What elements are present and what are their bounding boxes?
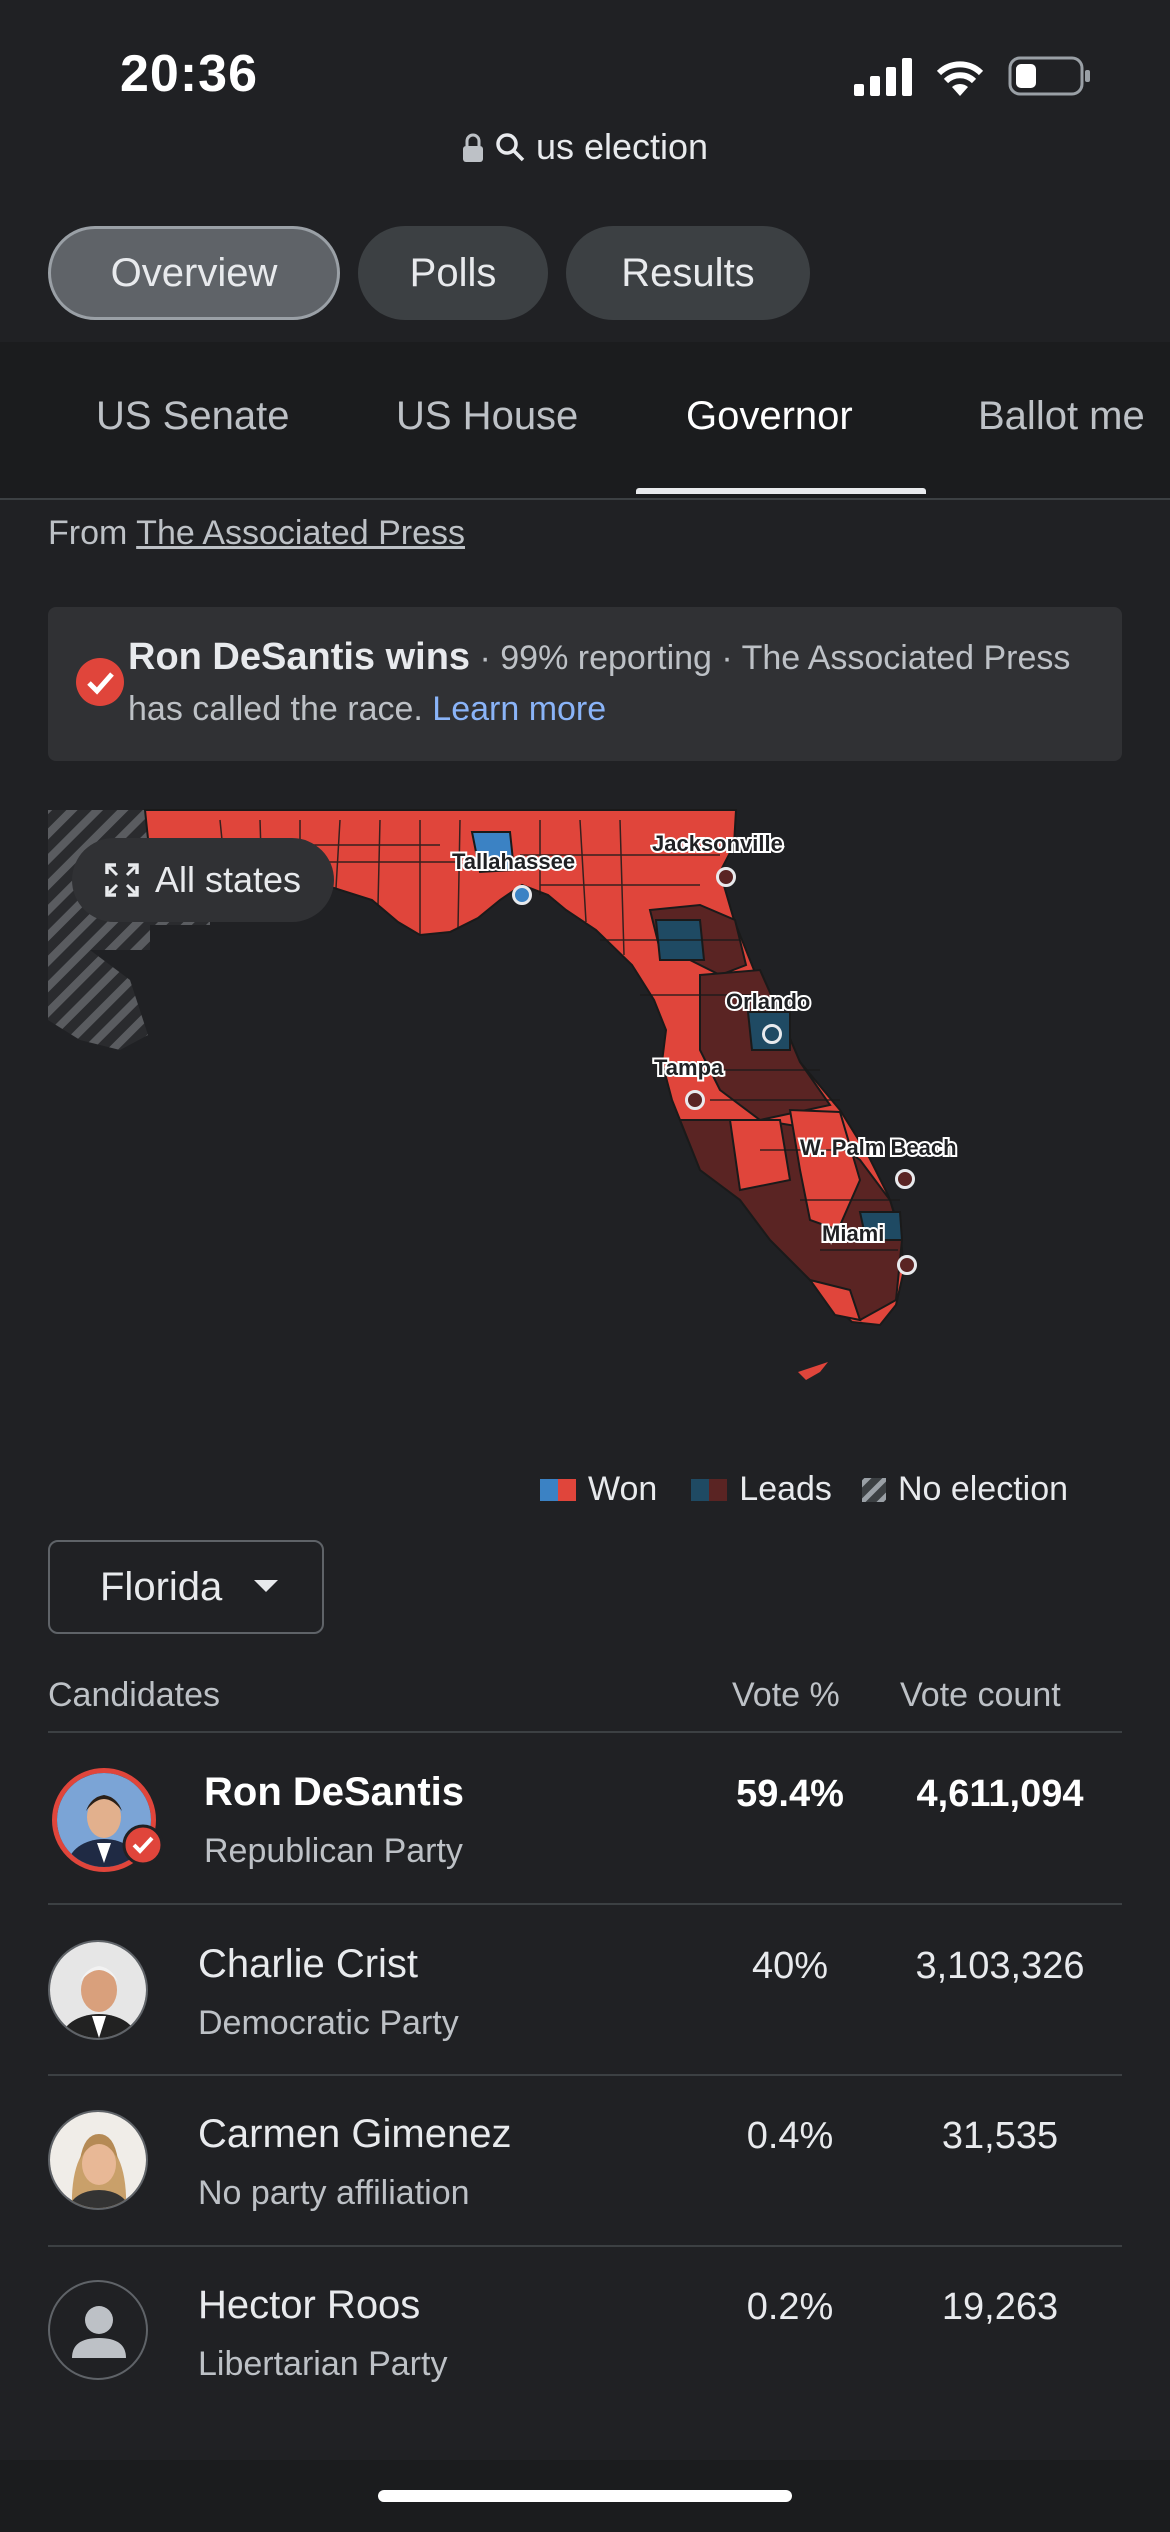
all-states-button[interactable]: All states [72,838,334,922]
vote-count: 31,535 [941,2115,1059,2157]
county-won-keys [807,1278,862,1322]
header-vote-pct: Vote % [732,1676,840,1714]
vote-percentage: 59.4% [736,1773,844,1815]
city-marker-miami [897,1255,917,1275]
winner-headline: Ron DeSantis wins [128,636,471,678]
home-indicator[interactable] [378,2490,792,2502]
table-row[interactable] [48,2076,1122,2246]
map-legend: Won Leads No election [540,1470,1068,1509]
header-candidates: Candidates [48,1676,221,1714]
chip-polls[interactable]: Polls [358,226,548,320]
vote-percentage: 40% [751,1945,829,1987]
header-vote-count: Vote count [900,1676,1061,1714]
tab-ballot-measures[interactable]: Ballot me [978,394,1145,438]
source-prefix: From [48,514,128,552]
battery-icon [1008,56,1092,101]
city-marker-jacksonville [716,867,736,887]
status-time: 20:36 [120,45,258,103]
legend-leads-red-swatch [709,1478,728,1501]
city-label-west-palm-beach: W. Palm Beach [798,1133,959,1162]
city-marker-orlando [762,1024,782,1044]
city-label-miami: Miami [820,1219,886,1248]
city-label-tallahassee: Tallahassee [450,847,577,876]
vote-percentage: 0.4% [746,2115,834,2157]
legend-no-election-label: No election [897,1470,1069,1508]
legend-leads-label: Leads [739,1470,832,1508]
candidate-party: No party affiliation [198,2174,470,2212]
search-query: us election [535,126,709,167]
table-divider [48,2074,1122,2076]
race-call-text: Ron DeSantis wins · 99% reporting · The … [128,632,1088,735]
address-bar[interactable]: us election [0,126,1170,168]
candidate-name: Ron DeSantis [204,1770,465,1814]
legend-won-red-swatch [558,1478,576,1501]
tab-us-house[interactable]: US House [396,394,579,438]
check-circle-icon [76,658,124,711]
candidate-name: Charlie Crist [198,1942,419,1986]
vote-count: 4,611,094 [916,1773,1084,1815]
table-row[interactable] [48,1733,1122,1903]
avatar-charlie-crist [48,1940,148,2040]
table-divider [48,2245,1122,2247]
active-tab-indicator [636,488,926,494]
city-label-tampa: Tampa [652,1053,725,1082]
tab-us-senate[interactable]: US Senate [96,394,290,438]
keys-island [798,1362,828,1380]
winner-check-icon [122,1824,164,1871]
tab-governor[interactable]: Governor [686,394,853,438]
cellular-signal-icon [854,58,914,101]
source-link[interactable]: The Associated Press [136,514,465,552]
table-divider [48,1731,1122,1733]
city-marker-west-palm-beach [895,1169,915,1189]
race-tab-bar [0,342,1170,500]
city-label-jacksonville: Jacksonville [650,829,785,858]
search-icon [496,133,525,162]
vote-percentage: 0.2% [746,2286,834,2328]
candidate-name: Carmen Gimenez [198,2112,512,2156]
city-marker-tampa [685,1090,705,1110]
county-won-southwest [728,1119,792,1192]
candidate-party: Libertarian Party [198,2345,448,2383]
no-election-swatch-icon [861,1477,886,1502]
legend-leads-blue-swatch [691,1478,710,1501]
table-divider [48,1903,1122,1905]
state-select-value: Florida [100,1564,223,1609]
county-results-map[interactable] [0,800,1170,1425]
learn-more-link[interactable]: Learn more [432,690,607,728]
state-select[interactable]: Florida [48,1540,324,1634]
vote-count: 19,263 [941,2286,1059,2328]
legend-won-label: Won [588,1470,658,1508]
county-leads-miami [858,1211,904,1241]
candidate-party: Democratic Party [198,2004,459,2042]
legend-won-blue-swatch [540,1478,558,1501]
city-marker-tallahassee [512,885,532,905]
avatar-placeholder-icon [48,2280,148,2380]
table-row[interactable] [48,2247,1122,2417]
county-won-leon [470,831,516,874]
race-call-banner [48,607,1122,761]
candidate-party: Republican Party [204,1832,463,1870]
table-row[interactable] [48,1905,1122,2075]
lock-icon [462,133,483,162]
candidate-name: Hector Roos [198,2283,421,2327]
wifi-icon [934,58,986,103]
city-label-orlando: Orlando [724,987,812,1016]
chip-results[interactable]: Results [566,226,810,320]
race-call-detail: · 99% reporting · The Associated Press h… [128,639,1071,728]
avatar-carmen-gimenez [48,2110,148,2210]
chip-overview[interactable]: Overview [48,226,340,320]
all-states-label: All states [154,859,302,900]
dropdown-arrow-icon [254,1580,279,1592]
vote-count: 3,103,326 [915,1945,1085,1987]
source-attribution: From The Associated Press [48,514,465,553]
expand-icon [105,863,139,897]
